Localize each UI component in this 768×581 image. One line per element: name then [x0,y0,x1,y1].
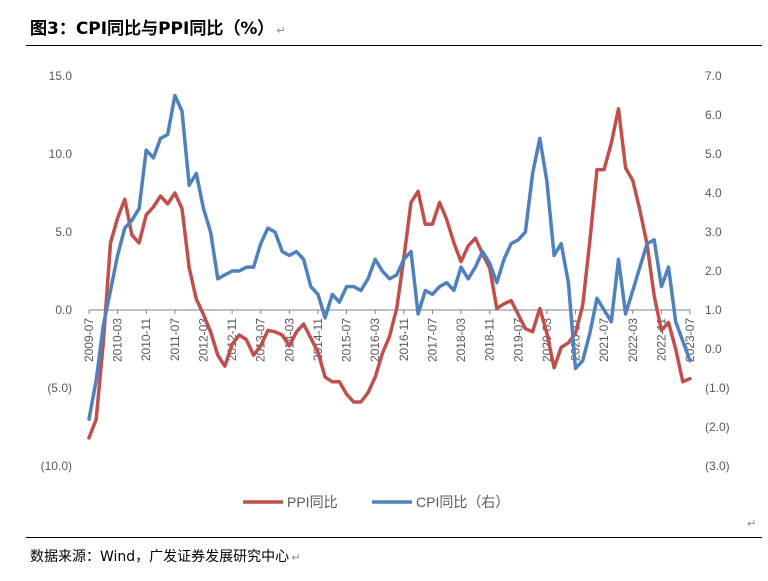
x-tick-label: 2017-07 [425,318,439,362]
top-rule [26,45,762,46]
x-tick-label: 2023-07 [683,318,697,362]
x-tick-label: 2016-11 [397,318,411,361]
x-tick-label: 2011-07 [168,318,182,361]
right-tick-label: 2.0 [705,264,722,278]
x-tick-label: 2010-11 [139,318,153,361]
x-tick-label: 2014-11 [311,318,325,361]
right-tick-label: 7.0 [705,69,722,83]
right-tick-label: 6.0 [705,108,722,122]
x-tick-label: 2021-07 [597,318,611,362]
bottom-rule [26,537,762,538]
right-tick-label: (1.0) [705,381,730,395]
source-text: 数据来源：Wind，广发证券发展研究中心 [30,549,290,565]
left-tick-label: 5.0 [55,225,72,239]
x-tick-label: 2016-03 [368,318,382,362]
right-tick-label: 4.0 [705,186,722,200]
x-tick-label: 2012-03 [196,318,210,362]
right-tick-label: (2.0) [705,420,730,434]
x-tick-label: 2009-07 [82,318,96,362]
x-tick-label: 2019-07 [511,318,525,362]
source-note: 数据来源：Wind，广发证券发展研究中心 ↵ [30,546,300,566]
series-layer [87,93,692,440]
right-tick-label: (3.0) [705,459,730,473]
right-tick-label: 1.0 [705,303,722,317]
chart-return-mark: ↵ [747,517,757,530]
right-tick-label: 0.0 [705,342,722,356]
x-tick-label: 2018-03 [454,318,468,362]
x-tick-label: 2015-07 [340,318,354,362]
legend-label: CPI同比（右） [416,494,509,510]
x-tick-label: 2022-03 [626,318,640,362]
left-tick-label: 10.0 [49,147,73,161]
x-tick-label: 2014-03 [282,318,296,362]
left-tick-label: (10.0) [41,459,72,473]
legend: PPI同比 CPI同比（右） [243,494,509,510]
left-tick-label: 0.0 [55,303,72,317]
left-tick-label: (5.0) [47,381,72,395]
x-tick-label: 2018-11 [483,318,497,361]
x-tick-label: 2010-03 [111,318,125,362]
x-tick-label: 2013-07 [254,318,268,362]
axes: 15.0 10.0 5.0 0.0 (5.0) (10.0) 7.0 6.0 5.0 4.0 3.0… [41,69,730,473]
right-tick-label: 5.0 [705,147,722,161]
left-tick-label: 15.0 [49,69,73,83]
cpi-series-line [87,93,692,421]
return-mark: ↵ [276,24,286,37]
figure-title-text: 图3：CPI同比与PPI同比（%） [30,19,275,39]
right-tick-label: 3.0 [705,225,722,239]
legend-label: PPI同比 [287,494,338,510]
ppi-series-line [87,107,692,440]
figure-title: 图3：CPI同比与PPI同比（%） ↵ [30,14,286,39]
source-return-mark: ↵ [291,551,301,564]
